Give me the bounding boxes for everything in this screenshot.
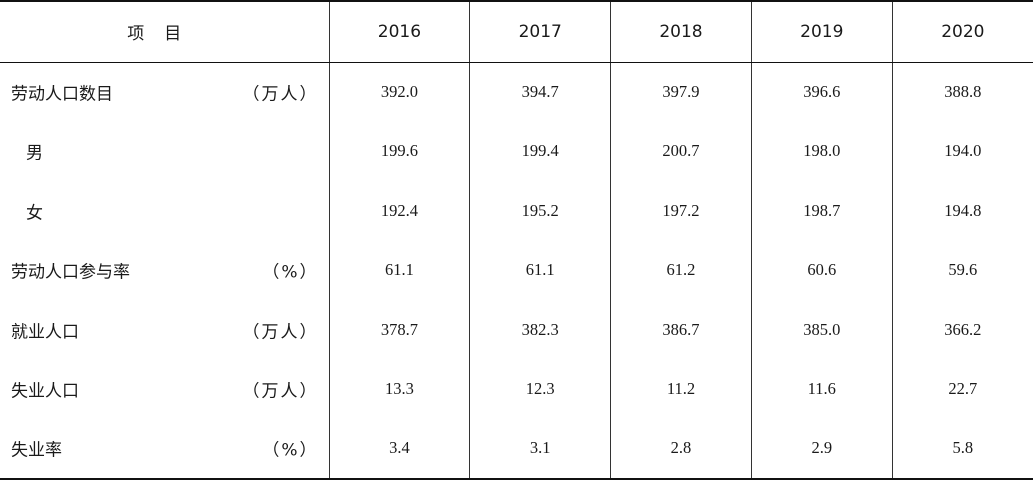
value-cell: 199.6 [328, 121, 470, 181]
value-cell: 2.8 [610, 419, 752, 480]
table-body: 劳动人口数目 （万人） 392.0 394.7 397.9 396.6 388.… [0, 62, 1033, 480]
value-cell: 192.4 [328, 181, 470, 241]
row-label-cell: 就业人口 （万人） [0, 300, 329, 360]
table-row: 失业人口 （万人） 13.3 12.3 11.2 11.6 22.7 [0, 359, 1033, 420]
header-year: 2020 [891, 0, 1033, 63]
value-cell: 3.4 [328, 419, 470, 480]
value-cell: 392.0 [328, 62, 470, 122]
table-header: 项目 2016 2017 2018 2019 2020 [0, 0, 1033, 63]
value-cell: 199.4 [469, 121, 611, 181]
row-unit: （万人） [242, 322, 319, 343]
value-cell: 385.0 [750, 300, 893, 360]
row-label-cell: 劳动人口数目 （万人） [0, 62, 329, 122]
value-cell: 194.0 [891, 121, 1033, 181]
header-year: 2017 [469, 0, 611, 63]
row-unit: （%） [262, 262, 319, 283]
value-cell: 397.9 [610, 62, 752, 122]
value-cell: 388.8 [891, 62, 1033, 122]
table-row: 男 199.6 199.4 200.7 198.0 194.0 [0, 121, 1033, 182]
header-year: 2018 [610, 0, 752, 63]
value-cell: 11.6 [750, 359, 893, 419]
value-cell: 22.7 [891, 359, 1033, 419]
row-unit: （万人） [242, 381, 319, 402]
value-cell: 394.7 [469, 62, 611, 122]
row-label: 男 [26, 143, 43, 164]
value-cell: 13.3 [328, 359, 470, 419]
value-cell: 5.8 [891, 419, 1033, 480]
value-cell: 195.2 [469, 181, 611, 241]
value-cell: 60.6 [750, 240, 893, 300]
value-cell: 198.7 [750, 181, 893, 241]
value-cell: 61.2 [610, 240, 752, 300]
header-year: 2016 [328, 0, 470, 63]
row-label-cell: 劳动人口参与率 （%） [0, 241, 329, 301]
row-label: 劳动人口数目 [11, 84, 113, 105]
row-label: 女 [26, 203, 43, 224]
table-row: 女 192.4 195.2 197.2 198.7 194.8 [0, 181, 1033, 241]
value-cell: 378.7 [328, 300, 470, 360]
value-cell: 197.2 [610, 181, 752, 241]
header-item: 项目 [0, 0, 329, 63]
value-cell: 61.1 [469, 240, 611, 300]
value-cell: 194.8 [891, 181, 1033, 241]
table-row: 劳动人口参与率 （%） 61.1 61.1 61.2 60.6 59.6 [0, 240, 1033, 301]
row-label: 失业人口 [11, 381, 79, 402]
row-label-cell: 失业人口 （万人） [0, 360, 329, 420]
row-unit: （万人） [242, 84, 319, 105]
row-label: 就业人口 [11, 322, 79, 343]
value-cell: 61.1 [328, 240, 470, 300]
row-unit: （%） [262, 440, 319, 461]
value-cell: 386.7 [610, 300, 752, 360]
value-cell: 11.2 [610, 359, 752, 419]
table-row: 劳动人口数目 （万人） 392.0 394.7 397.9 396.6 388.… [0, 62, 1033, 122]
value-cell: 12.3 [469, 359, 611, 419]
table-row: 失业率 （%） 3.4 3.1 2.8 2.9 5.8 [0, 419, 1033, 480]
table-row: 就业人口 （万人） 378.7 382.3 386.7 385.0 366.2 [0, 300, 1033, 360]
value-cell: 200.7 [610, 121, 752, 181]
header-year: 2019 [750, 0, 893, 63]
value-cell: 382.3 [469, 300, 611, 360]
value-cell: 198.0 [750, 121, 893, 181]
row-label: 失业率 [11, 440, 62, 461]
value-cell: 366.2 [891, 300, 1033, 360]
row-label-cell: 女 [0, 181, 329, 241]
row-label-cell: 男 [0, 122, 329, 182]
value-cell: 396.6 [750, 62, 893, 122]
value-cell: 3.1 [469, 419, 611, 480]
value-cell: 59.6 [891, 240, 1033, 300]
row-label: 劳动人口参与率 [11, 262, 130, 283]
row-label-cell: 失业率 （%） [0, 419, 329, 480]
header-row: 项目 2016 2017 2018 2019 2020 [0, 0, 1033, 63]
value-cell: 2.9 [750, 419, 893, 480]
